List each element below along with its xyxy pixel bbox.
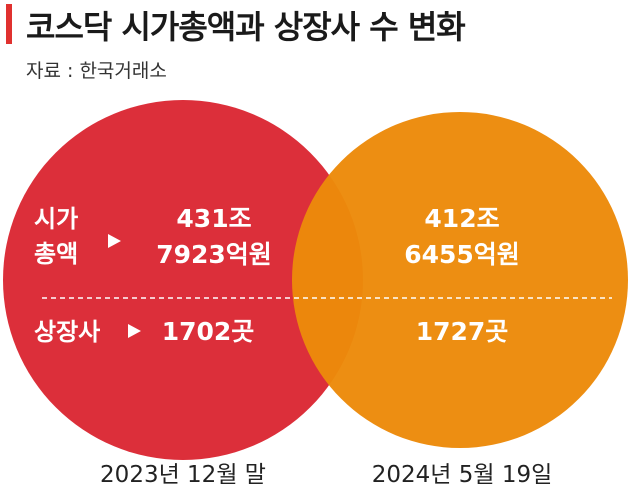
source-note: 자료 : 한국거래소 (26, 60, 167, 82)
period-label-2024: 2024년 5월 19일 (372, 462, 553, 488)
chart-title: 코스닥 시가총액과 상장사 수 변화 (26, 8, 466, 46)
circle-2024 (292, 112, 628, 448)
triangle-right-icon (128, 324, 141, 338)
market-cap-label-line1: 시가 (34, 205, 78, 233)
title-accent-bar (6, 4, 12, 44)
market-cap-2023-line2: 7923억원 (156, 240, 272, 269)
market-cap-label-line2: 총액 (34, 240, 78, 268)
listed-count-2024: 1727곳 (416, 317, 509, 346)
market-cap-2024-line2: 6455억원 (404, 240, 520, 269)
period-label-2023: 2023년 12월 말 (100, 462, 266, 488)
market-cap-2024-line1: 412조 (424, 204, 499, 233)
market-cap-2023-line1: 431조 (176, 204, 251, 233)
listed-count-label: 상장사 (34, 318, 100, 346)
triangle-right-icon (108, 234, 121, 248)
listed-count-2023: 1702곳 (162, 317, 255, 346)
circle-2023 (3, 100, 363, 460)
